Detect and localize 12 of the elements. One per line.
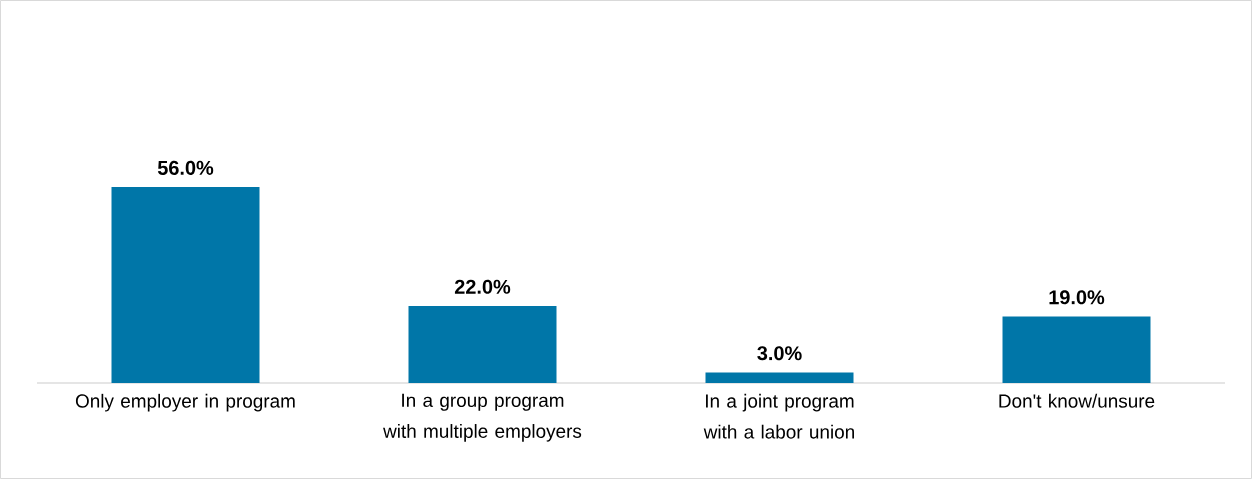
x-tick-label: In a group program with multiple employers: [383, 393, 582, 442]
x-tick-label: In a joint program with a labor union: [703, 393, 854, 439]
bar: [111, 187, 260, 383]
bar: [1002, 316, 1151, 383]
data-label: 3.0%: [757, 346, 802, 361]
data-label: 22.0%: [454, 279, 511, 294]
x-tick-label: Only employer in program: [75, 393, 295, 412]
bar: [705, 372, 854, 383]
bar: [408, 306, 557, 383]
x-tick-label: Don't know/unsure: [999, 393, 1155, 408]
data-label: 56.0%: [157, 160, 214, 175]
data-label: 19.0%: [1049, 290, 1105, 305]
